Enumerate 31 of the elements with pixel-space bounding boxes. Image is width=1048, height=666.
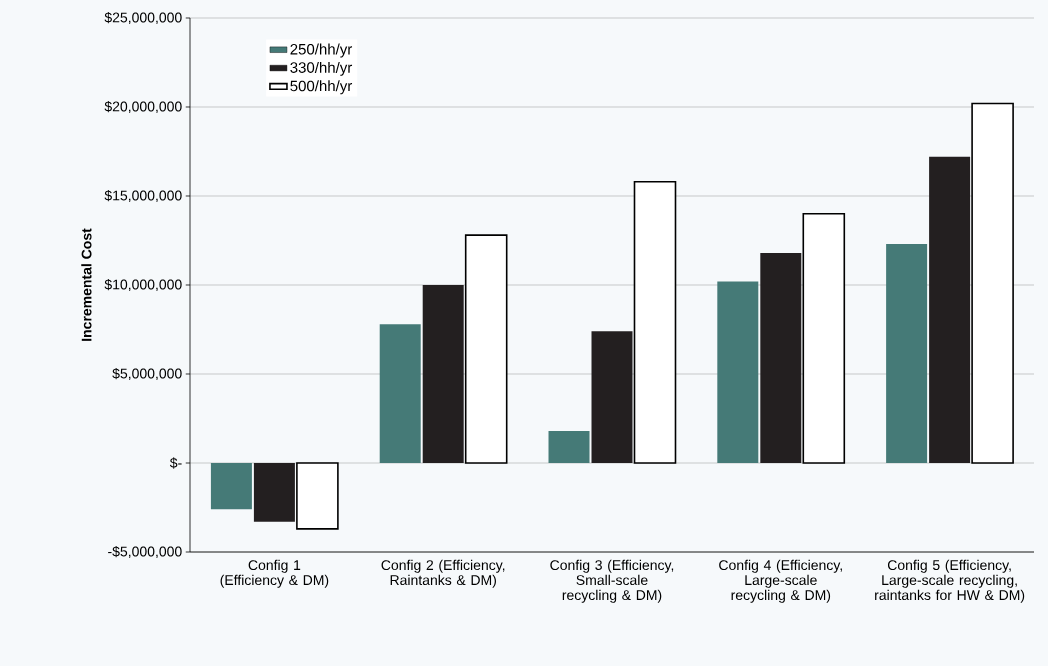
bar [464, 234, 508, 464]
y-axis-title: Incremental Cost [81, 228, 92, 341]
y-tick-label: -$5,000,000 [108, 545, 182, 559]
bar [296, 462, 339, 530]
bar [802, 213, 846, 464]
bar [717, 281, 759, 463]
y-tick-label: $15,000,000 [104, 189, 182, 203]
y-tick-label: $25,000,000 [104, 11, 182, 25]
bar [971, 102, 1014, 464]
bar [633, 180, 677, 464]
x-tick-label: Config 1 (Efficiency & DM) [220, 559, 329, 588]
bar [591, 331, 633, 463]
y-tick-label: $- [169, 457, 182, 469]
bar [253, 463, 295, 522]
y-tick-label: $5,000,000 [112, 367, 182, 381]
bar [379, 324, 421, 463]
bar [210, 463, 252, 510]
x-tick-label: Config 3 (Efficiency, Small-scale recycling & DM) [550, 559, 674, 603]
x-tick-label: Config 2 (Efficiency, Raintanks & DM) [381, 559, 505, 588]
x-tick-label: Config 4 (Efficiency, Large-scale recycling & DM) [719, 559, 842, 603]
bar [929, 156, 971, 463]
legend-label: 500/hh/yr [290, 80, 353, 95]
legend-label: 330/hh/yr [290, 61, 353, 76]
bar [886, 244, 928, 463]
bar [422, 285, 464, 463]
legend-label: 250/hh/yr [290, 43, 353, 58]
bar [760, 252, 802, 463]
y-tick-label: $20,000,000 [104, 100, 182, 114]
bar [548, 430, 590, 463]
x-tick-label: Config 5 (Efficiency, Large-scale recycling, raintanks for HW & DM) [875, 559, 1025, 603]
y-tick-label: $10,000,000 [104, 278, 182, 292]
